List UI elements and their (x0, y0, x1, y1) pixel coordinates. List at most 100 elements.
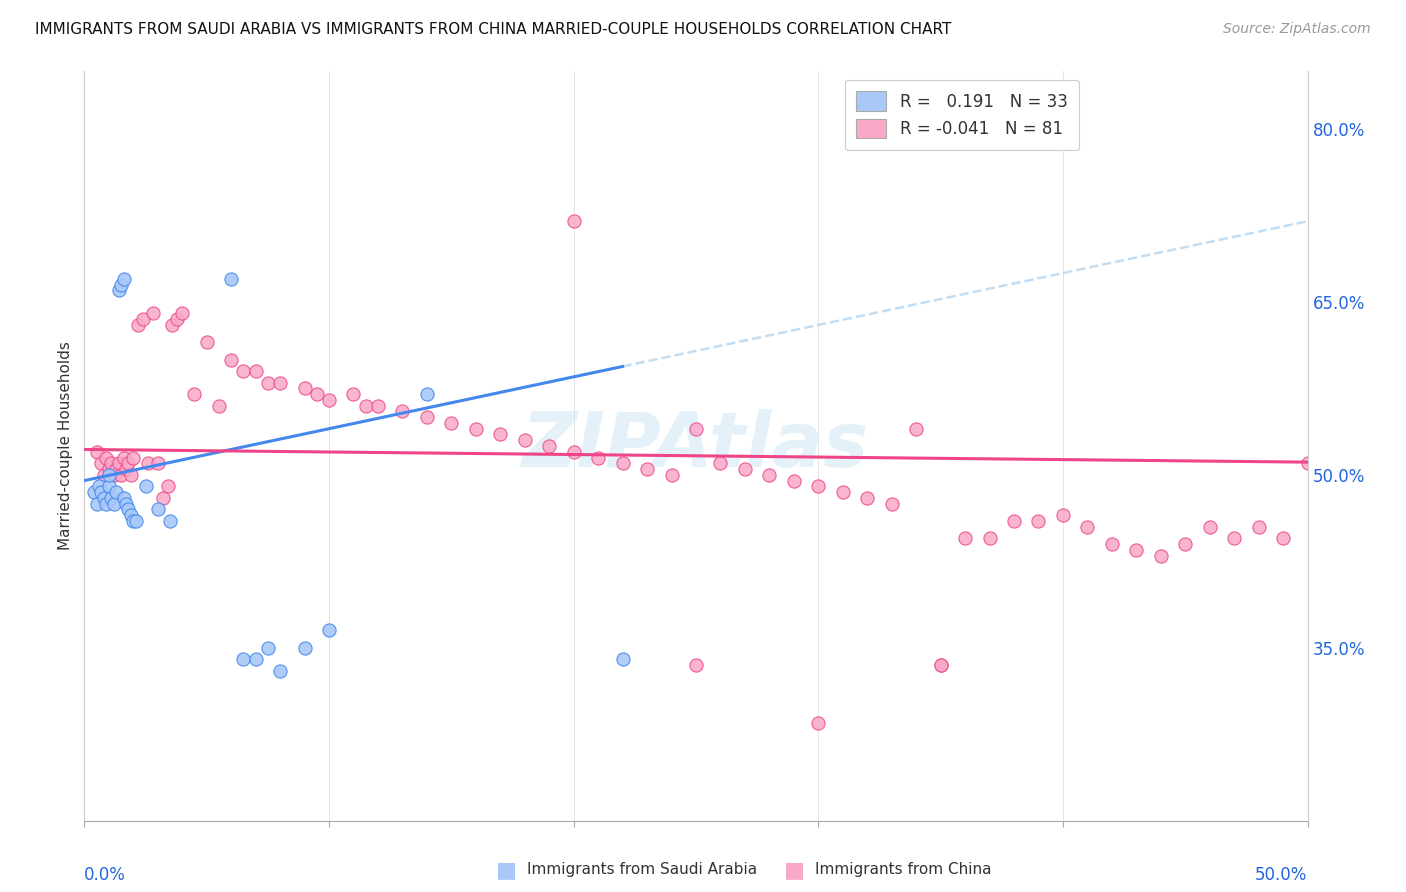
Point (146, 502, 169, 516)
Point (117, 456, 139, 470)
Point (905, 422, 928, 436)
Point (93, 467, 115, 482)
Point (1125, 542, 1147, 557)
Point (612, 652, 634, 666)
Point (105, 485, 128, 500)
Point (245, 364, 267, 378)
Point (96, 450, 118, 465)
Point (156, 479, 179, 493)
Point (1296, 456, 1319, 470)
Point (105, 462, 128, 476)
Point (464, 422, 486, 436)
Point (734, 462, 756, 476)
Text: ZIPAtlas: ZIPAtlas (522, 409, 870, 483)
Point (636, 462, 658, 476)
Point (294, 640, 316, 655)
Point (122, 514, 145, 528)
Point (232, 364, 254, 378)
Point (685, 422, 707, 436)
Point (1052, 508, 1074, 523)
Point (97, 462, 120, 476)
Point (127, 318, 149, 332)
Point (162, 318, 184, 332)
Point (232, 652, 254, 666)
Point (318, 624, 340, 638)
Point (586, 450, 609, 465)
Text: Source: ZipAtlas.com: Source: ZipAtlas.com (1223, 22, 1371, 37)
Point (115, 497, 138, 511)
Point (367, 399, 389, 413)
Point (1076, 519, 1098, 533)
Point (110, 277, 132, 292)
Point (807, 479, 830, 493)
Point (929, 658, 952, 673)
Point (112, 491, 135, 505)
Point (90, 485, 112, 500)
Point (929, 658, 952, 673)
Point (86, 444, 108, 458)
Point (103, 497, 125, 511)
Legend: R =   0.191   N = 33, R = -0.041   N = 81: R = 0.191 N = 33, R = -0.041 N = 81 (845, 79, 1078, 150)
Point (83, 485, 105, 500)
Point (1002, 514, 1025, 528)
Point (257, 376, 280, 390)
Point (489, 427, 512, 442)
Point (1174, 537, 1197, 551)
Point (136, 456, 159, 470)
Point (685, 658, 707, 673)
Text: 50.0%: 50.0% (1256, 865, 1308, 884)
Point (107, 456, 129, 470)
Point (1223, 531, 1246, 545)
Point (97, 467, 120, 482)
Point (90, 456, 112, 470)
Point (1101, 537, 1123, 551)
Point (93, 491, 115, 505)
Point (166, 312, 188, 326)
Point (120, 508, 142, 523)
Point (758, 467, 780, 482)
Point (122, 450, 145, 465)
Point (1247, 519, 1270, 533)
Point (1028, 514, 1050, 528)
Point (120, 467, 142, 482)
Point (110, 467, 132, 482)
Point (112, 450, 135, 465)
Point (86, 497, 108, 511)
Point (391, 404, 413, 418)
Point (107, 284, 129, 298)
Point (125, 514, 148, 528)
Point (1272, 531, 1295, 545)
Point (112, 272, 135, 286)
Point (159, 514, 181, 528)
Text: Immigrants from Saudi Arabia: Immigrants from Saudi Arabia (527, 863, 758, 877)
Point (1198, 519, 1220, 533)
Point (416, 387, 439, 401)
Point (538, 439, 561, 453)
Point (513, 434, 536, 448)
Point (1150, 549, 1173, 563)
Point (172, 306, 194, 320)
Point (342, 387, 364, 401)
Point (96, 497, 118, 511)
Point (612, 456, 634, 470)
Point (831, 485, 853, 500)
Point (245, 652, 267, 666)
Point (661, 467, 683, 482)
Point (208, 399, 231, 413)
Point (440, 416, 463, 430)
Text: Immigrants from China: Immigrants from China (815, 863, 993, 877)
Point (294, 381, 316, 395)
Point (219, 352, 242, 367)
Point (97, 479, 120, 493)
Point (100, 456, 122, 470)
Text: IMMIGRANTS FROM SAUDI ARABIA VS IMMIGRANTS FROM CHINA MARRIED-COUPLE HOUSEHOLDS : IMMIGRANTS FROM SAUDI ARABIA VS IMMIGRAN… (35, 22, 952, 37)
Point (709, 456, 731, 470)
Point (354, 399, 377, 413)
Point (257, 640, 280, 655)
Text: ■: ■ (785, 860, 804, 880)
Point (132, 312, 155, 326)
Y-axis label: Married-couple Households: Married-couple Households (58, 342, 73, 550)
Point (135, 479, 157, 493)
Point (562, 444, 585, 458)
Point (115, 462, 138, 476)
